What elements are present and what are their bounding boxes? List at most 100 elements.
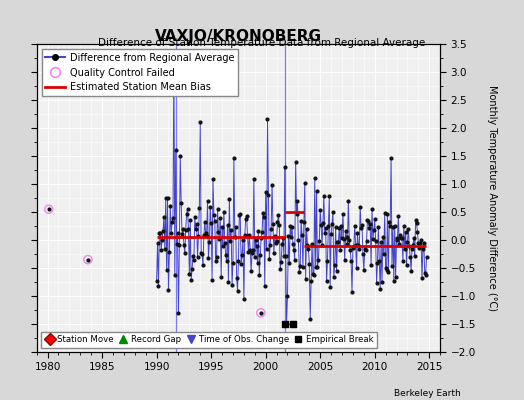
Point xyxy=(334,238,343,245)
Point xyxy=(392,236,401,243)
Point xyxy=(318,242,326,248)
Point xyxy=(335,225,344,232)
Point xyxy=(257,235,265,242)
Point xyxy=(179,226,187,232)
Point xyxy=(271,240,280,246)
Point xyxy=(169,214,177,221)
Point xyxy=(280,321,289,327)
Point xyxy=(45,206,53,212)
Text: Difference of Station Temperature Data from Regional Average: Difference of Station Temperature Data f… xyxy=(99,38,425,48)
Point xyxy=(184,225,193,232)
Point xyxy=(180,242,188,248)
Point xyxy=(307,278,315,284)
Point xyxy=(195,205,203,211)
Point xyxy=(225,196,234,202)
Point xyxy=(342,228,350,235)
Point xyxy=(272,237,281,244)
Point xyxy=(168,219,176,226)
Point xyxy=(373,260,381,266)
Point xyxy=(249,247,257,254)
Point xyxy=(281,252,290,259)
Point xyxy=(312,188,321,194)
Point xyxy=(390,223,399,229)
Point xyxy=(171,272,179,278)
Point xyxy=(254,228,263,234)
Point xyxy=(384,268,392,275)
Point xyxy=(352,265,361,271)
Point xyxy=(190,257,198,264)
Point xyxy=(203,198,212,204)
Point xyxy=(260,214,268,220)
Point xyxy=(301,276,310,283)
Point xyxy=(319,220,327,226)
Y-axis label: Monthly Temperature Anomaly Difference (°C): Monthly Temperature Anomaly Difference (… xyxy=(487,85,497,311)
Point xyxy=(45,206,53,212)
Point xyxy=(359,251,367,258)
Point xyxy=(399,257,407,264)
Point xyxy=(217,274,225,280)
Point xyxy=(375,257,384,264)
Point xyxy=(290,247,298,254)
Point xyxy=(350,242,358,249)
Point xyxy=(376,286,385,292)
Point xyxy=(181,227,190,233)
Point xyxy=(380,210,389,216)
Point xyxy=(301,179,309,186)
Point xyxy=(208,277,216,283)
Point xyxy=(260,283,269,289)
Point xyxy=(202,233,211,240)
Point xyxy=(175,242,183,248)
Point xyxy=(170,58,178,64)
Point xyxy=(163,195,172,201)
Point xyxy=(364,218,373,224)
Point xyxy=(379,250,388,257)
Point xyxy=(244,249,253,256)
Point xyxy=(298,232,306,238)
Point xyxy=(212,258,220,264)
Point xyxy=(283,293,292,299)
Point xyxy=(155,230,163,236)
Point xyxy=(212,254,221,260)
Point xyxy=(381,264,390,271)
Point xyxy=(289,321,297,327)
Point xyxy=(197,250,205,256)
Point xyxy=(192,221,201,227)
Point xyxy=(328,220,336,227)
Point xyxy=(398,235,406,242)
Point xyxy=(356,204,364,210)
Point xyxy=(300,219,308,226)
Point xyxy=(291,158,300,165)
Point xyxy=(284,232,292,239)
Point xyxy=(327,230,335,237)
Point xyxy=(353,230,362,236)
Point xyxy=(326,283,334,290)
Point xyxy=(306,315,314,322)
Point xyxy=(221,240,229,246)
Point xyxy=(320,193,328,199)
Point xyxy=(370,216,379,222)
Point xyxy=(294,237,302,243)
Point xyxy=(253,243,261,249)
Point xyxy=(314,256,323,263)
Point xyxy=(276,266,285,272)
Point xyxy=(278,241,286,248)
Point xyxy=(241,232,249,238)
Point xyxy=(336,247,344,253)
Point xyxy=(331,261,339,268)
Point xyxy=(361,246,369,253)
Point xyxy=(292,211,301,217)
Point xyxy=(222,251,230,258)
Point xyxy=(352,242,360,248)
Point xyxy=(246,247,255,253)
Point xyxy=(414,240,422,246)
Point xyxy=(263,116,271,122)
Point xyxy=(396,232,405,238)
Point xyxy=(204,255,213,262)
Point xyxy=(253,260,261,266)
Point xyxy=(256,252,265,258)
Point xyxy=(172,241,181,248)
Point xyxy=(310,272,318,278)
Point xyxy=(387,154,395,161)
Point xyxy=(218,224,226,230)
Point xyxy=(390,278,398,284)
